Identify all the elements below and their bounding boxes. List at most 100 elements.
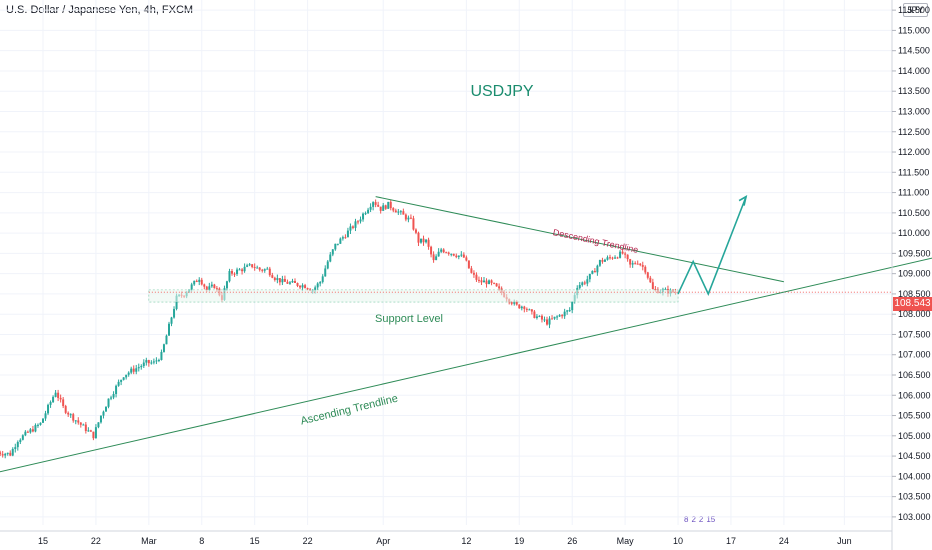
time-tick-label: May <box>617 536 635 546</box>
candle-body <box>268 268 271 276</box>
candle-body <box>62 399 65 407</box>
candle-body <box>321 276 324 282</box>
candle-body <box>210 284 213 287</box>
candle-body <box>457 255 460 258</box>
candle-body <box>115 385 118 395</box>
candle-body <box>339 238 342 244</box>
candle-body <box>467 260 470 269</box>
candle-body <box>515 301 518 305</box>
candle-body <box>258 267 261 270</box>
candle-body <box>99 415 102 423</box>
candle-body <box>437 251 440 257</box>
time-tick-label: 12 <box>461 536 471 546</box>
price-tick-label: 104.000 <box>898 471 931 481</box>
candle-body <box>120 379 123 382</box>
candle-body <box>596 265 599 273</box>
candle-body <box>414 229 417 233</box>
candle-body <box>9 452 12 456</box>
candle-body <box>430 246 433 255</box>
candle-body <box>495 283 498 287</box>
candle-body <box>616 257 619 259</box>
candle-body <box>248 264 251 266</box>
candle-body <box>394 210 397 213</box>
candle-body <box>598 260 601 266</box>
candle-body <box>465 257 468 261</box>
price-tick-label: 113.000 <box>898 106 930 116</box>
candle-body <box>299 285 302 288</box>
candle-body <box>162 344 165 352</box>
candle-body <box>36 424 39 426</box>
candle-body <box>231 271 233 274</box>
candle-body <box>460 254 463 256</box>
candle-body <box>42 418 44 423</box>
candle-body <box>294 281 296 283</box>
candle-body <box>455 255 458 258</box>
time-tick-label: 19 <box>514 536 524 546</box>
projection-path[interactable] <box>677 196 747 296</box>
events-badge[interactable]: 8 2 2 15 <box>684 515 715 524</box>
candle-body <box>609 257 611 259</box>
candle-body <box>470 268 473 273</box>
candle-body <box>513 301 516 304</box>
candle-body <box>533 311 536 318</box>
candle-body <box>165 335 168 345</box>
candle-body <box>175 295 178 309</box>
candle-body <box>384 205 387 209</box>
candle-body <box>450 253 453 255</box>
time-tick-label: 10 <box>673 536 683 546</box>
time-tick-label: Jun <box>837 536 852 546</box>
candle-body <box>462 254 465 258</box>
candle-body <box>624 253 627 255</box>
candle-body <box>314 287 317 291</box>
candle-body <box>571 301 574 311</box>
price-tick-label: 109.500 <box>898 248 931 258</box>
candle-body <box>664 288 667 290</box>
candle-body <box>208 286 211 290</box>
candle-body <box>551 318 554 320</box>
price-tick-label: 106.500 <box>898 370 931 380</box>
candle-body <box>16 442 19 448</box>
support-zone[interactable] <box>148 289 679 303</box>
candle-body <box>112 394 115 398</box>
candle-body <box>125 374 128 378</box>
price-tick-label: 105.000 <box>898 431 931 441</box>
candle-body <box>170 317 173 324</box>
candle-body <box>296 282 299 286</box>
candle-body <box>563 311 566 317</box>
candle-body <box>203 284 206 287</box>
candle-body <box>651 282 654 290</box>
candle-body <box>546 319 548 325</box>
candle-body <box>150 362 153 364</box>
candle-body <box>417 232 420 243</box>
candle-body <box>11 448 14 456</box>
candle-body <box>84 424 87 432</box>
price-tick-label: 103.000 <box>898 512 931 522</box>
event-count: 15 <box>706 515 716 524</box>
candle-body <box>147 360 150 364</box>
candle-body <box>281 278 284 283</box>
candle-body <box>488 280 491 285</box>
candle-body <box>233 273 236 275</box>
grid-lines <box>0 0 892 525</box>
candle-body <box>130 368 133 373</box>
price-tick-label: 105.500 <box>898 411 931 421</box>
time-tick-label: 17 <box>726 536 736 546</box>
candle-body <box>357 221 359 223</box>
candle-body <box>291 281 294 283</box>
candle-body <box>387 201 390 209</box>
candle-body <box>364 213 367 215</box>
candle-body <box>535 316 538 318</box>
candle-body <box>591 270 594 274</box>
descending-trendline[interactable] <box>375 196 784 283</box>
price-tick-label: 109.000 <box>898 269 931 279</box>
price-tick-label: 111.500 <box>898 167 929 177</box>
candle-body <box>334 243 337 250</box>
candle-body <box>639 263 642 266</box>
candle-body <box>6 452 9 454</box>
currency-button[interactable]: JPY <box>903 3 928 17</box>
candle-body <box>480 280 483 283</box>
candle-body <box>586 279 589 284</box>
ascending-trendline[interactable] <box>0 257 932 473</box>
last-price-tag: 108.543 <box>893 297 932 311</box>
